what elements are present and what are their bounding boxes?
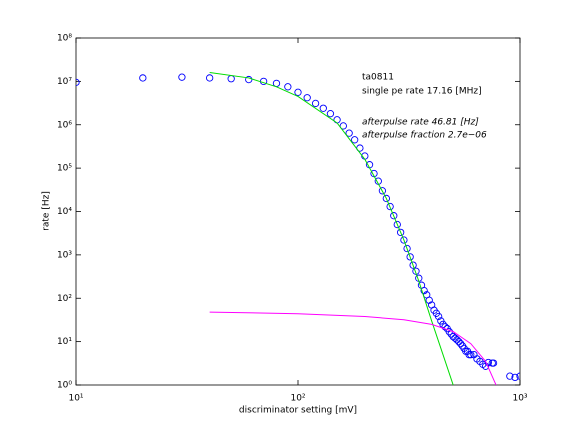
- annotation: afterpulse fraction 2.7e−06: [362, 131, 487, 141]
- y-tick-label: 10⁸: [57, 34, 72, 44]
- y-tick-label: 10⁷: [57, 77, 72, 87]
- y-tick-label: 10⁶: [57, 120, 72, 130]
- data-point: [489, 359, 498, 367]
- data-point: [484, 358, 492, 367]
- y-tick-label: 10²: [57, 294, 72, 304]
- y-tick-label: 10⁴: [57, 207, 72, 217]
- data-point: [206, 74, 214, 82]
- data-point: [403, 244, 411, 253]
- x-tick-label: 10¹: [68, 394, 83, 404]
- data-point: [319, 104, 327, 112]
- data-point: [455, 337, 463, 346]
- data-point: [506, 372, 514, 380]
- data-point: [434, 312, 443, 321]
- data-point: [378, 187, 387, 195]
- x-axis-label: discriminator setting [mV]: [239, 406, 357, 416]
- data-point: [420, 286, 428, 295]
- data-point: [400, 236, 408, 244]
- data-point: [516, 372, 520, 380]
- data-point: [311, 99, 320, 108]
- data-point: [439, 320, 447, 329]
- data-point: [425, 296, 433, 304]
- data-point: [511, 373, 519, 382]
- data-point: [406, 253, 414, 261]
- fit-line: [209, 311, 497, 385]
- y-tick-label: 10⁰: [57, 381, 72, 391]
- y-tick-label: 10¹: [57, 337, 72, 347]
- data-point: [390, 212, 398, 220]
- data-point: [351, 136, 359, 144]
- annotation: single pe rate 17.16 [MHz]: [362, 87, 482, 97]
- y-tick-label: 10³: [57, 250, 72, 260]
- data-point: [409, 261, 417, 269]
- plot-area: [76, 72, 520, 385]
- data-point: [294, 88, 302, 96]
- data-point: [139, 74, 147, 82]
- data-point: [303, 94, 311, 102]
- annotation: ta0811: [362, 73, 394, 83]
- y-tick-label: 10⁵: [57, 164, 72, 174]
- data-point: [441, 323, 449, 331]
- annotation: afterpulse rate 46.81 [Hz]: [362, 118, 479, 128]
- y-axis-label: rate [Hz]: [42, 191, 52, 231]
- data-point: [382, 194, 390, 203]
- data-point: [326, 110, 335, 118]
- data-point: [339, 122, 347, 130]
- data-point: [397, 228, 405, 237]
- data-point: [386, 202, 394, 211]
- x-tick-label: 10³: [512, 394, 527, 404]
- data-point: [393, 220, 401, 229]
- data-point: [456, 339, 465, 348]
- fit-line: [209, 72, 454, 385]
- data-point: [467, 351, 475, 359]
- data-point: [76, 78, 80, 86]
- data-point: [345, 129, 353, 137]
- data-point: [178, 73, 186, 81]
- data-point: [284, 83, 292, 91]
- data-point: [245, 75, 253, 84]
- data-point: [453, 336, 461, 344]
- x-tick-label: 10²: [290, 394, 305, 404]
